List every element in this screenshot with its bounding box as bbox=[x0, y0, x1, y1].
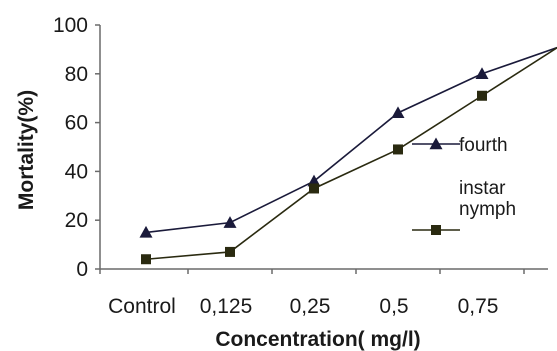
legend-label: fourth bbox=[459, 135, 508, 156]
square-marker bbox=[309, 183, 319, 194]
triangle-marker bbox=[307, 174, 321, 187]
series-2 bbox=[141, 46, 557, 265]
y-tick-label: 60 bbox=[65, 112, 88, 135]
y-tick-label: 100 bbox=[53, 14, 88, 37]
x-tick-label: 0,75 bbox=[458, 295, 499, 318]
triangle-marker bbox=[429, 137, 443, 150]
series-line bbox=[145, 46, 557, 234]
x-tick-label: 0,125 bbox=[200, 295, 253, 318]
series-line bbox=[145, 46, 557, 261]
triangle-marker bbox=[139, 225, 153, 238]
legend-label: instar bbox=[459, 178, 506, 199]
series-1 bbox=[139, 46, 557, 238]
x-tick-label: 0,5 bbox=[379, 295, 408, 318]
square-marker bbox=[431, 225, 441, 235]
square-marker bbox=[477, 90, 487, 101]
x-axis-title: Concentration( mg/l) bbox=[215, 328, 420, 351]
triangle-marker bbox=[475, 67, 489, 79]
series-layer bbox=[139, 46, 557, 265]
square-marker bbox=[141, 254, 151, 265]
legend-label: nymph bbox=[459, 199, 516, 220]
y-ticks: 0 20 40 60 80 100 bbox=[53, 14, 100, 281]
square-marker bbox=[225, 246, 235, 257]
x-tick-label: Control bbox=[108, 295, 176, 318]
triangle-marker bbox=[391, 106, 405, 119]
y-tick-label: 20 bbox=[65, 209, 88, 232]
y-tick-label: 40 bbox=[65, 160, 88, 183]
y-tick-label: 0 bbox=[76, 258, 88, 281]
triangle-marker bbox=[223, 216, 237, 228]
y-tick-label: 80 bbox=[65, 63, 88, 86]
x-tick-label: 0,25 bbox=[290, 295, 331, 318]
square-marker bbox=[393, 144, 403, 155]
y-axis-title: Mortality(%) bbox=[15, 90, 38, 210]
legend-entry-1: fourth bbox=[412, 135, 508, 156]
